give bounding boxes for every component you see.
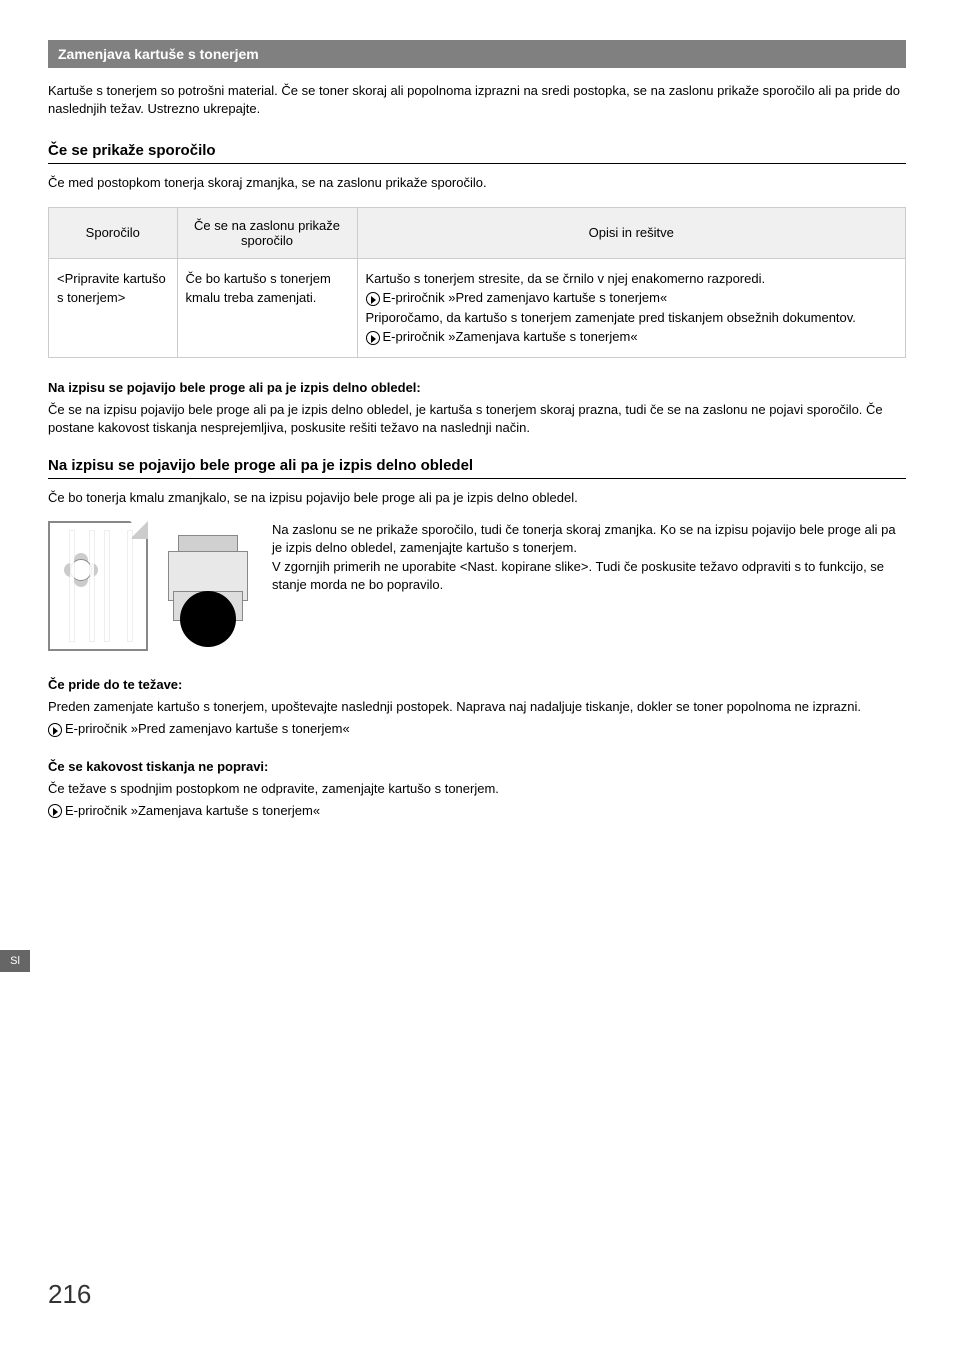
bold-heading: Če se kakovost tiskanja ne popravi: xyxy=(48,759,906,774)
section-header: Zamenjava kartuše s tonerjem xyxy=(48,40,906,68)
troubleshoot-table: Sporočilo Če se na zaslonu prikaže sporo… xyxy=(48,207,906,358)
reference-icon xyxy=(366,292,380,306)
illustration-box xyxy=(48,521,258,651)
subsection-text-1: Če med postopkom tonerja skoraj zmanjka,… xyxy=(48,174,906,192)
reference-line: E-priročnik »Zamenjava kartuše s tonerje… xyxy=(48,802,906,820)
white-streaks xyxy=(50,523,146,649)
paragraph: Če težave s spodnjim postopkom ne odprav… xyxy=(48,780,906,798)
subsection-title-1: Če se prikaže sporočilo xyxy=(48,142,906,164)
table-header: Če se na zaslonu prikaže sporočilo xyxy=(177,207,357,258)
reference-icon xyxy=(48,723,62,737)
bold-heading: Na izpisu se pojavijo bele proge ali pa … xyxy=(48,380,906,395)
table-header: Opisi in rešitve xyxy=(357,207,905,258)
table-row: <Pripravite kartušo s tonerjem> Če bo ka… xyxy=(49,258,906,357)
solution-line: E-priročnik »Pred zamenjavo kartuše s to… xyxy=(366,288,897,308)
caption-line: Na zaslonu se ne prikaže sporočilo, tudi… xyxy=(272,521,906,557)
subsection-title-2: Na izpisu se pojavijo bele proge ali pa … xyxy=(48,457,906,479)
solution-line: E-priročnik »Zamenjava kartuše s tonerje… xyxy=(366,327,897,347)
printer-faded-illustration xyxy=(158,521,258,651)
illustration-row: Na zaslonu se ne prikaže sporočilo, tudi… xyxy=(48,521,906,651)
solution-line: Kartušo s tonerjem stresite, da se črnil… xyxy=(366,269,897,289)
black-circle-overlay xyxy=(180,591,236,647)
reference-text: E-priročnik »Pred zamenjavo kartuše s to… xyxy=(65,721,350,736)
table-cell: Kartušo s tonerjem stresite, da se črnil… xyxy=(357,258,905,357)
reference-text: E-priročnik »Zamenjava kartuše s tonerje… xyxy=(65,803,320,818)
paragraph: Preden zamenjate kartušo s tonerjem, upo… xyxy=(48,698,906,716)
issue-block: Če pride do te težave: Preden zamenjate … xyxy=(48,677,906,738)
subsection-text-2: Če bo tonerja kmalu zmanjkalo, se na izp… xyxy=(48,489,906,507)
reference-text: E-priročnik »Pred zamenjavo kartuše s to… xyxy=(383,290,668,305)
page-number: 216 xyxy=(48,1279,91,1310)
table-header: Sporočilo xyxy=(49,207,178,258)
reference-icon xyxy=(48,804,62,818)
caption-line: V zgornjih primerih ne uporabite <Nast. … xyxy=(272,558,906,594)
paragraph: Če se na izpisu pojavijo bele proge ali … xyxy=(48,401,906,437)
note-block: Na izpisu se pojavijo bele proge ali pa … xyxy=(48,380,906,437)
language-side-tab: Sl xyxy=(0,950,30,972)
reference-icon xyxy=(366,331,380,345)
reference-text: E-priročnik »Zamenjava kartuše s tonerje… xyxy=(383,329,638,344)
page-content: Zamenjava kartuše s tonerjem Kartuše s t… xyxy=(0,0,954,820)
document-streaks-illustration xyxy=(48,521,148,651)
table-cell: Če bo kartušo s tonerjem kmalu treba zam… xyxy=(177,258,357,357)
reference-line: E-priročnik »Pred zamenjavo kartuše s to… xyxy=(48,720,906,738)
quality-block: Če se kakovost tiskanja ne popravi: Če t… xyxy=(48,759,906,820)
intro-paragraph: Kartuše s tonerjem so potrošni material.… xyxy=(48,82,906,118)
bold-heading: Če pride do te težave: xyxy=(48,677,906,692)
solution-line: Priporočamo, da kartušo s tonerjem zamen… xyxy=(366,308,897,328)
illustration-caption: Na zaslonu se ne prikaže sporočilo, tudi… xyxy=(272,521,906,594)
table-cell: <Pripravite kartušo s tonerjem> xyxy=(49,258,178,357)
